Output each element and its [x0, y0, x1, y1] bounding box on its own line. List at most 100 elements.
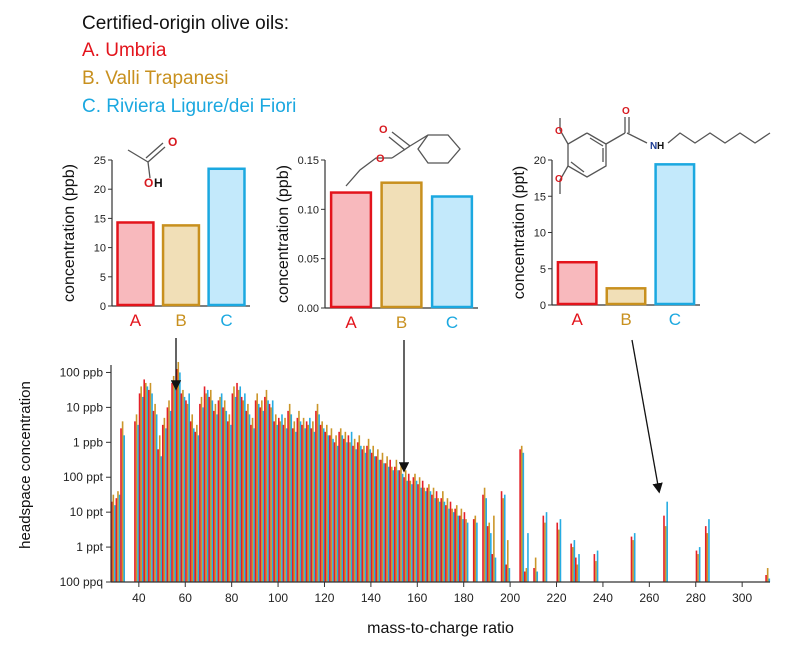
peak-mz199-C: [508, 568, 511, 582]
peak-mz145-C: [383, 463, 385, 582]
peak-mz103-B: [284, 417, 286, 582]
peak-mz83-B: [237, 389, 240, 582]
x-tick-label: 280: [686, 591, 706, 605]
peak-mz53-C: [169, 410, 172, 582]
peak-mz139-C: [369, 449, 371, 582]
peak-mz69-B: [205, 393, 207, 582]
peak-mz127-C: [341, 435, 344, 582]
peak-mz93-B: [261, 400, 263, 582]
peak-mz237-B: [595, 561, 597, 582]
peak-mz171-C: [443, 501, 446, 582]
peak-mz121-C: [327, 435, 330, 582]
peak-mz81-B: [233, 386, 235, 582]
peak-mz207-A: [523, 571, 526, 582]
bar-C: [654, 163, 696, 306]
peak-mz155-B: [404, 470, 407, 582]
peak-mz285-B: [706, 533, 709, 582]
bond: [409, 134, 461, 164]
peak-mz151-A: [394, 466, 396, 582]
peak-mz221-B: [558, 529, 560, 582]
peak-mz95-A: [264, 396, 266, 582]
peak-mz157-A: [407, 473, 410, 582]
peak-mz51-C: [165, 428, 167, 582]
peak-mz101-C: [281, 414, 283, 582]
atom-label: O: [376, 153, 385, 165]
y-axis-label: headspace concentration: [17, 381, 34, 549]
bond: [345, 157, 392, 187]
peak-mz117-C: [318, 414, 320, 582]
peak-mz135-C: [360, 445, 362, 582]
peak-mz97-C: [271, 400, 274, 582]
peak-mz253-A: [630, 536, 633, 582]
peak-mz133-A: [352, 445, 354, 582]
peak-mz237-A: [593, 554, 596, 582]
peak-mz133-B: [353, 438, 356, 582]
peak-mz107-A: [291, 428, 294, 582]
peak-mz119-B: [321, 421, 323, 582]
peak-mz113-C: [309, 417, 311, 582]
y-tick-label: 10 ppt: [70, 505, 104, 519]
peak-mz211-B: [534, 557, 537, 582]
peak-mz125-A: [333, 442, 336, 582]
peak-mz153-B: [400, 463, 402, 582]
peak-mz81-A: [231, 393, 234, 582]
peak-mz47-C: [155, 414, 158, 582]
y-tick-label: 0: [540, 300, 546, 312]
peak-mz149-A: [389, 459, 391, 582]
peak-mz69-C: [206, 389, 209, 582]
x-category-label: A: [130, 311, 142, 330]
peak-mz173-C: [448, 508, 450, 582]
peak-mz87-A: [245, 410, 248, 582]
peak-mz99-C: [276, 424, 279, 582]
atom-label: N: [650, 141, 657, 152]
peak-mz151-C: [397, 470, 399, 582]
peak-mz77-C: [225, 410, 228, 582]
peak-mz109-C: [299, 421, 302, 582]
peak-mz67-C: [202, 407, 204, 582]
y-axis-label: concentration (ppt): [511, 166, 528, 299]
arrows: [170, 338, 663, 494]
peak-mz71-B: [209, 389, 212, 582]
bond: [391, 131, 411, 147]
peak-mz161-B: [418, 477, 421, 582]
x-tick-label: 140: [361, 591, 381, 605]
peak-mz73-C: [216, 414, 218, 582]
peak-mz175-C: [452, 512, 455, 582]
peak-mz125-C: [336, 445, 339, 582]
peak-mz147-C: [387, 466, 390, 582]
peak-mz311-B: [766, 568, 769, 582]
peak-mz185-C: [476, 522, 478, 582]
peak-mz31-A: [115, 498, 118, 582]
peak-mz89-C: [253, 428, 255, 582]
peak-mz107-B: [293, 421, 296, 582]
legend-title: Certified-origin olive oils:: [82, 13, 289, 34]
peak-mz175-A: [449, 501, 452, 582]
peak-mz167-A: [431, 494, 433, 582]
peak-mz109-B: [298, 410, 300, 582]
peak-mz193-A: [491, 554, 494, 582]
peak-mz97-A: [268, 403, 271, 582]
peak-mz137-A: [361, 449, 364, 582]
peak-mz113-A: [305, 421, 308, 582]
peak-mz77-B: [223, 400, 226, 582]
y-tick-label: 0.15: [298, 155, 319, 167]
y-tick-label: 5: [540, 264, 546, 276]
peak-mz39-B: [135, 414, 138, 582]
peak-mz171-A: [440, 498, 443, 582]
peak-mz119-C: [322, 428, 325, 582]
peak-mz169-B: [437, 498, 439, 582]
peak-mz65-A: [194, 431, 197, 582]
bar-C: [430, 195, 474, 309]
peak-mz45-C: [151, 393, 153, 582]
atom-label: O: [555, 174, 563, 185]
peak-mz123-A: [329, 435, 331, 582]
peak-mz175-B: [451, 508, 453, 582]
bar-B: [380, 181, 423, 309]
y-tick-label: 1 ppt: [76, 540, 103, 554]
peak-mz33-B: [121, 421, 124, 582]
peak-mz281-B: [697, 554, 699, 582]
bond: [559, 165, 569, 194]
bond: [127, 149, 149, 163]
bar-A: [116, 221, 155, 307]
